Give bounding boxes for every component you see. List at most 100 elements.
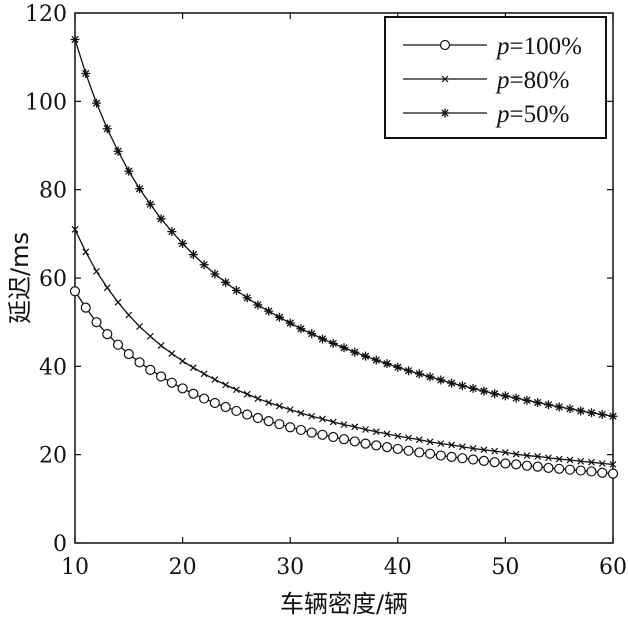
data-point-star bbox=[317, 334, 327, 344]
data-point-star bbox=[199, 260, 209, 270]
y-tick-label: 40 bbox=[39, 355, 67, 380]
data-point-circle bbox=[242, 409, 253, 420]
series-star bbox=[70, 35, 618, 421]
data-point-star bbox=[328, 338, 338, 348]
data-point-circle bbox=[166, 377, 177, 388]
data-point-x bbox=[555, 455, 563, 463]
data-point-star bbox=[608, 411, 618, 421]
data-point-star bbox=[285, 318, 295, 328]
data-point-x bbox=[319, 415, 326, 423]
data-point-star bbox=[178, 239, 188, 249]
data-point-circle bbox=[511, 459, 522, 470]
legend-entry: p=100% bbox=[403, 33, 582, 60]
data-point-x bbox=[588, 458, 595, 466]
data-point-x bbox=[598, 460, 606, 467]
data-point-x bbox=[415, 436, 423, 444]
data-point-star bbox=[156, 214, 166, 224]
data-point-x bbox=[286, 406, 294, 414]
data-point-circle bbox=[188, 388, 199, 399]
data-point-x bbox=[372, 428, 380, 436]
data-point-star bbox=[361, 351, 371, 361]
data-point-star bbox=[296, 324, 306, 334]
data-point-x bbox=[103, 284, 111, 292]
data-point-circle bbox=[532, 461, 543, 472]
data-point-circle bbox=[597, 467, 608, 478]
data-point-star bbox=[350, 347, 360, 357]
data-point-star bbox=[145, 199, 155, 209]
data-point-circle bbox=[586, 466, 597, 477]
data-point-star bbox=[468, 383, 478, 393]
data-point-x bbox=[340, 421, 348, 429]
data-point-x bbox=[232, 386, 240, 394]
x-axis-label: 车辆密度/辆 bbox=[280, 590, 408, 618]
data-point-star bbox=[522, 395, 532, 405]
data-point-star bbox=[339, 343, 349, 353]
data-point-star bbox=[231, 285, 241, 295]
data-point-circle bbox=[381, 442, 393, 453]
data-point-circle bbox=[231, 405, 242, 417]
data-point-x bbox=[329, 418, 337, 426]
data-point-star bbox=[447, 378, 457, 388]
data-point-star bbox=[264, 306, 274, 316]
data-point-x bbox=[297, 409, 305, 417]
data-point-x bbox=[480, 446, 488, 454]
data-point-x bbox=[265, 399, 273, 406]
data-point-circle bbox=[209, 397, 220, 409]
data-point-circle bbox=[285, 422, 296, 433]
data-point-circle bbox=[80, 302, 91, 313]
data-point-x bbox=[189, 364, 197, 372]
data-point-x bbox=[136, 323, 143, 331]
x-tick-label: 30 bbox=[276, 555, 304, 580]
data-point-star bbox=[135, 184, 145, 194]
data-point-x bbox=[566, 456, 574, 464]
data-point-circle bbox=[155, 371, 167, 382]
data-point-star bbox=[597, 409, 607, 419]
data-point-x bbox=[82, 248, 90, 256]
data-point-circle bbox=[199, 393, 210, 404]
data-point-star bbox=[307, 329, 317, 339]
data-point-star bbox=[543, 400, 553, 410]
data-point-x bbox=[512, 450, 520, 458]
y-tick-label: 20 bbox=[39, 444, 67, 469]
data-point-x bbox=[71, 225, 79, 233]
data-point-circle bbox=[112, 339, 124, 350]
series-layer bbox=[69, 35, 619, 479]
data-point-star bbox=[425, 372, 435, 382]
data-point-x bbox=[383, 430, 391, 438]
data-point-circle bbox=[338, 434, 350, 445]
legend-entry: p=50% bbox=[403, 101, 569, 128]
data-point-x bbox=[211, 376, 219, 384]
data-point-circle bbox=[177, 383, 188, 394]
data-point-circle bbox=[69, 286, 81, 297]
data-point-x bbox=[276, 402, 283, 410]
y-tick-label: 80 bbox=[39, 179, 67, 204]
data-point-circle bbox=[102, 328, 113, 340]
x-tick-label: 50 bbox=[491, 555, 519, 580]
data-point-star bbox=[586, 408, 596, 418]
data-point-circle bbox=[220, 401, 231, 413]
data-point-x bbox=[351, 423, 359, 431]
data-point-x bbox=[93, 267, 100, 275]
data-point-circle bbox=[274, 419, 285, 430]
data-point-star bbox=[479, 386, 489, 396]
x-tick-label: 10 bbox=[61, 555, 89, 580]
data-point-star bbox=[576, 406, 586, 416]
data-point-circle bbox=[328, 431, 339, 443]
data-point-star bbox=[253, 300, 263, 310]
data-point-star bbox=[221, 277, 231, 287]
data-point-circle bbox=[306, 427, 317, 438]
data-point-star bbox=[533, 398, 543, 408]
data-point-x bbox=[609, 460, 617, 468]
data-point-x bbox=[469, 445, 477, 452]
series-x bbox=[71, 225, 617, 468]
data-point-star bbox=[188, 250, 198, 260]
data-point-star bbox=[113, 146, 123, 156]
data-point-x bbox=[491, 447, 499, 455]
data-point-circle bbox=[91, 317, 102, 328]
data-point-x bbox=[405, 434, 412, 442]
data-point-star bbox=[382, 359, 392, 369]
data-point-circle bbox=[371, 440, 382, 451]
data-point-circle bbox=[134, 357, 145, 368]
data-point-x bbox=[501, 449, 509, 456]
data-point-circle bbox=[263, 416, 274, 427]
